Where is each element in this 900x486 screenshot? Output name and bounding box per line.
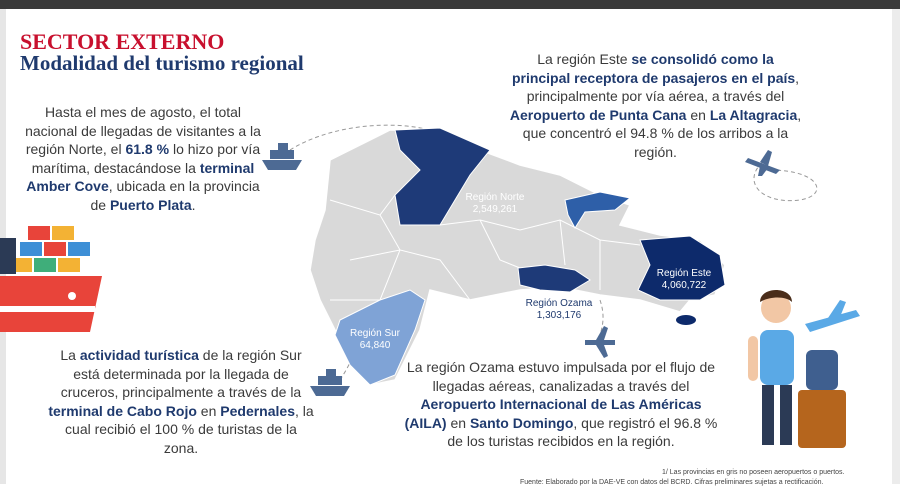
- route: [289, 124, 431, 151]
- text: , que concentró el 94.8 % de los arribos…: [522, 106, 802, 160]
- text: Hasta el mes de agosto, el total naciona…: [25, 104, 261, 157]
- text: La región Este: [537, 51, 632, 67]
- region-ozama: [517, 264, 591, 293]
- region-label: Región Este 4,060,722: [644, 268, 724, 292]
- region-name: Región Este: [656, 268, 712, 279]
- text: , principalmente por vía aérea, a través…: [526, 69, 800, 105]
- text: , ubicada en la provincia de: [90, 178, 260, 213]
- region-label: Región Norte 2,549,261: [455, 192, 535, 216]
- text: de la región Sur está determinada por la…: [60, 347, 302, 400]
- side-bar: [892, 9, 900, 484]
- emphasis: actividad turística: [79, 347, 199, 363]
- cargo-ship: [0, 226, 102, 332]
- emphasis: terminal Amber Cove: [26, 159, 255, 195]
- paragraph: La región Ozama estuvo impulsada por el …: [400, 358, 722, 451]
- region-value: 2,549,261: [472, 204, 518, 215]
- region-este-island: [676, 315, 696, 325]
- emphasis: Puerto Plata: [109, 196, 192, 213]
- emphasis: Aeropuerto Internacional de Las Américas…: [404, 396, 702, 431]
- region-value: 64,840: [359, 340, 391, 351]
- ship-icon: [262, 143, 350, 396]
- route: [599, 299, 604, 336]
- paragraph: La actividad turística de la región Sur …: [48, 346, 314, 457]
- text: en: [446, 414, 470, 431]
- region-name: Región Ozama: [525, 298, 593, 309]
- paragraph: La región Este se consolidó como la prin…: [508, 50, 803, 161]
- text: La región Ozama estuvo impulsada por el …: [406, 359, 716, 394]
- paragraph: Hasta el mes de agosto, el total naciona…: [18, 103, 268, 214]
- region-label: Región Ozama 1,303,176: [522, 298, 596, 322]
- region-sur: [334, 289, 426, 386]
- text: La: [60, 347, 80, 363]
- region-name: Región Norte: [465, 192, 525, 203]
- text: , que registró el 96.8 % de los turistas…: [447, 414, 718, 450]
- text: , la cual recibió el 100 % de turistas d…: [65, 402, 314, 456]
- emphasis: Aeropuerto de Punta Cana: [509, 106, 687, 123]
- emphasis: se consolidó como la principal receptora…: [511, 51, 796, 86]
- text: en: [196, 402, 221, 419]
- footnote: Fuente: Elaborado por la DAE-VE con dato…: [520, 479, 824, 486]
- top-bar: [0, 0, 900, 9]
- region-label: Región Sur 64,840: [335, 328, 415, 352]
- region-norte: [394, 127, 491, 226]
- plane-icon: [585, 150, 780, 358]
- traveler: [748, 290, 860, 448]
- text: lo hizo por vía marítima, destacándose l…: [31, 141, 261, 176]
- region-samana: [564, 191, 632, 229]
- emphasis: Santo Domingo: [469, 414, 574, 431]
- footnote: 1/ Las provincias en gris no poseen aero…: [662, 469, 845, 476]
- region-value: 1,303,176: [536, 310, 582, 321]
- text: .: [191, 196, 196, 213]
- region-value: 4,060,722: [661, 280, 707, 291]
- emphasis: Pedernales: [220, 402, 295, 419]
- emphasis: 61.8 %: [125, 141, 170, 157]
- subtitle: Modalidad del turismo regional: [20, 51, 304, 75]
- emphasis: terminal de Cabo Rojo: [48, 402, 197, 419]
- text: en: [686, 106, 710, 123]
- region-name: Región Sur: [349, 328, 401, 339]
- region-este: [637, 235, 726, 301]
- title: SECTOR EXTERNO: [20, 29, 225, 54]
- emphasis: La Altagracia: [709, 106, 798, 123]
